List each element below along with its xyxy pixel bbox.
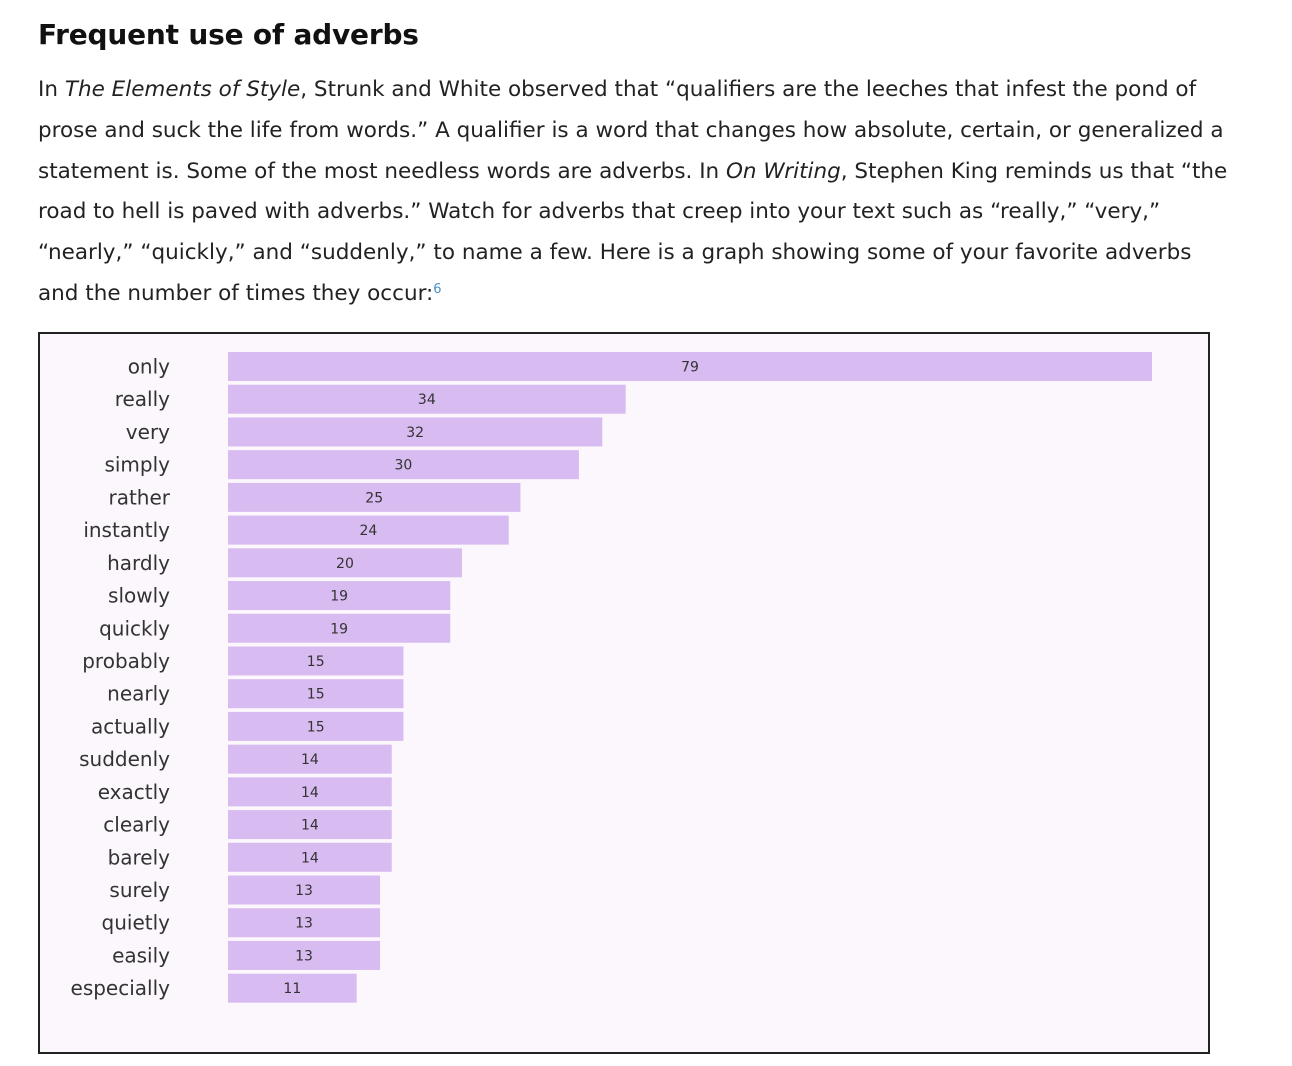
- footnote-link[interactable]: 6: [433, 281, 442, 297]
- value-label: 14: [301, 850, 319, 866]
- bar-nearly: [228, 679, 404, 709]
- value-label: 14: [301, 785, 319, 801]
- value-label: 14: [301, 752, 319, 768]
- value-label: 19: [330, 621, 348, 637]
- category-label: quietly: [102, 911, 171, 935]
- value-label: 79: [681, 360, 699, 376]
- book-title-elements-of-style: The Elements of Style: [64, 77, 301, 102]
- category-label: simply: [104, 453, 170, 477]
- value-label: 19: [330, 589, 348, 605]
- value-label: 32: [406, 425, 424, 441]
- category-label: very: [126, 420, 170, 444]
- bar-exactly: [228, 777, 392, 807]
- bar-really: [228, 384, 626, 414]
- value-label: 14: [301, 818, 319, 834]
- paragraph-text: , Stephen King reminds us that “the road…: [38, 158, 1228, 306]
- value-label: 30: [395, 458, 413, 474]
- bar-slowly: [228, 581, 451, 611]
- category-label: really: [115, 387, 170, 411]
- category-label: rather: [108, 485, 170, 509]
- category-label: actually: [91, 714, 170, 738]
- category-label: instantly: [83, 518, 170, 542]
- category-label: easily: [112, 943, 170, 967]
- chart-canvas: only 79 really 34 very 32 simply 30 rather 25 inst…: [71, 352, 1152, 1003]
- category-label: quickly: [99, 616, 170, 640]
- category-label: surely: [109, 878, 170, 902]
- value-label: 20: [336, 556, 354, 572]
- value-label: 25: [365, 490, 383, 506]
- category-label: clearly: [103, 813, 170, 837]
- category-label: especially: [71, 976, 171, 1000]
- bar-barely: [228, 842, 392, 872]
- bar-surely: [228, 875, 381, 905]
- intro-paragraph: In The Elements of Style, Strunk and Whi…: [38, 70, 1228, 315]
- bar-very: [228, 417, 603, 447]
- bar-only: [228, 352, 1152, 381]
- bar-quickly: [228, 613, 451, 643]
- page-title: Frequent use of adverbs: [38, 18, 419, 51]
- category-label: hardly: [107, 551, 170, 575]
- bar-actually: [228, 711, 404, 741]
- value-label: 24: [359, 523, 377, 539]
- category-label: barely: [108, 845, 171, 869]
- paragraph-text: , Strunk and White observed that “qualif…: [38, 77, 1224, 184]
- bar-quietly: [228, 908, 381, 938]
- bar-instantly: [228, 515, 509, 545]
- value-label: 15: [307, 687, 325, 703]
- category-label: probably: [82, 649, 170, 673]
- value-label: 11: [283, 981, 301, 997]
- category-label: nearly: [107, 682, 170, 706]
- value-label: 34: [418, 392, 436, 408]
- value-label: 13: [295, 883, 313, 899]
- bar-especially: [228, 973, 357, 1003]
- bar-easily: [228, 940, 381, 970]
- bar-suddenly: [228, 744, 392, 774]
- category-label: suddenly: [79, 747, 170, 771]
- bar-rather: [228, 482, 521, 512]
- value-label: 15: [307, 719, 325, 735]
- category-label: only: [128, 355, 170, 379]
- value-label: 13: [295, 948, 313, 964]
- category-label: exactly: [98, 780, 170, 804]
- category-label: slowly: [108, 584, 170, 608]
- bar-simply: [228, 450, 579, 480]
- book-title-on-writing: On Writing: [726, 158, 841, 184]
- adverb-frequency-chart: only 79 really 34 very 32 simply 30 rather 25 inst…: [38, 332, 1210, 1054]
- paragraph-text: In: [38, 77, 65, 102]
- bar-hardly: [228, 548, 462, 578]
- bar-clearly: [228, 810, 392, 840]
- bar-probably: [228, 646, 404, 676]
- value-label: 13: [295, 916, 313, 932]
- value-label: 15: [307, 654, 325, 670]
